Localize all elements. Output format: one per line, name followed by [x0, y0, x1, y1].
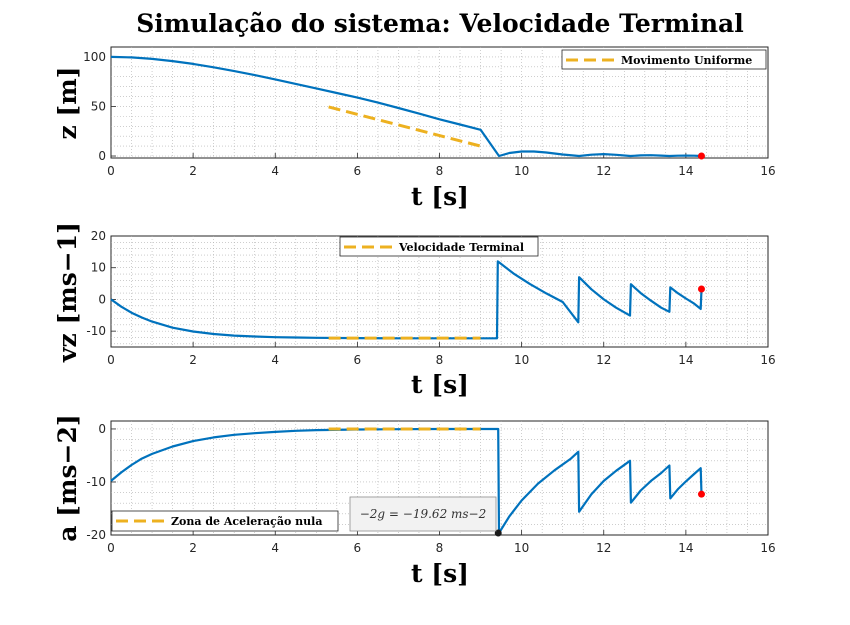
velocity-subplot: 0 2 4 6 8 10 12 14 16 -10 0 10 20 t [s] vz [ms−1] Ve…: [53, 222, 776, 399]
x-tick-label: 2: [189, 541, 197, 555]
legend: Movimento Uniforme: [561, 49, 767, 70]
x-tick-label: 4: [271, 353, 279, 367]
x-tick-label: 16: [760, 541, 775, 555]
y-axis-label-text: z [m]: [53, 66, 82, 139]
x-tick-label: 2: [189, 353, 197, 367]
y-axis-label: a [ms−2]: [53, 414, 82, 541]
x-tick-label: 0: [107, 164, 115, 178]
legend-entry: Velocidade Terminal: [398, 241, 524, 254]
x-tick-label: 0: [107, 353, 115, 367]
end-marker: [697, 490, 705, 498]
x-tick-label: 4: [271, 164, 279, 178]
y-tick-label: -20: [86, 528, 106, 542]
y-tick-label: -10: [86, 324, 106, 338]
x-tick-label: 4: [271, 541, 279, 555]
markers: [494, 490, 705, 537]
y-tick-label: 10: [91, 261, 106, 275]
x-tick-label: 6: [354, 541, 362, 555]
x-tick-label: 10: [514, 541, 529, 555]
legend-entry: Movimento Uniforme: [621, 54, 752, 67]
markers: [697, 152, 705, 160]
x-tick-label: 2: [189, 164, 197, 178]
figure-title: Simulação do sistema: Velocidade Termina…: [136, 9, 744, 38]
x-tick-label: 14: [678, 164, 693, 178]
highlight-line: [328, 105, 481, 148]
y-tick-label: 50: [91, 99, 106, 113]
y-tick-label: 100: [83, 50, 106, 64]
legend: Velocidade Terminal: [339, 236, 539, 257]
x-tick-label: 14: [678, 353, 693, 367]
legend: Zona de Aceleração nula: [111, 510, 339, 532]
x-tick-label: 16: [760, 164, 775, 178]
legend-entry: Zona de Aceleração nula: [171, 515, 322, 528]
x-tick-label: 8: [436, 541, 444, 555]
y-tick-label: -10: [86, 475, 106, 489]
data-series: [110, 260, 703, 340]
x-tick-label: 10: [514, 164, 529, 178]
data-series: [110, 55, 702, 158]
x-tick-label: 0: [107, 541, 115, 555]
x-tick-label: 12: [596, 353, 611, 367]
x-tick-label: 8: [436, 353, 444, 367]
y-axis-label: z [m]: [53, 66, 82, 139]
x-axis-label: t [s]: [411, 182, 469, 211]
y-tick-label: 0: [98, 422, 106, 436]
x-tick-label: 12: [596, 541, 611, 555]
series-line: [110, 260, 703, 340]
y-tick-label: 20: [91, 229, 106, 243]
annotation-text: −2g = −19.62 ms−2: [360, 507, 487, 521]
end-marker: [697, 285, 705, 293]
x-tick-label: 14: [678, 541, 693, 555]
x-axis-label: t [s]: [411, 370, 469, 399]
min-marker: [494, 529, 502, 537]
x-axis-label: t [s]: [411, 559, 469, 588]
markers: [697, 285, 705, 293]
end-marker: [697, 152, 705, 160]
data-series: [110, 427, 703, 535]
acceleration-subplot: 0 2 4 6 8 10 12 14 16 -20 -10 0 t [s] a [ms−2] Zona…: [53, 414, 776, 588]
tick-labels: 0 2 4 6 8 10 12 14 16 0 50 100: [83, 50, 776, 178]
series-line: [110, 55, 702, 158]
series-line: [110, 427, 703, 535]
x-tick-label: 10: [514, 353, 529, 367]
grid-lines: [111, 421, 768, 535]
min-annotation: −2g = −19.62 ms−2: [349, 496, 497, 532]
x-tick-label: 6: [354, 353, 362, 367]
position-subplot: 0 2 4 6 8 10 12 14 16 0 50 100 t [s] z [m] Moviment…: [53, 46, 776, 211]
x-tick-label: 6: [354, 164, 362, 178]
y-tick-label: 0: [98, 149, 106, 163]
tick-labels: 0 2 4 6 8 10 12 14 16 -10 0 10 20: [86, 229, 775, 367]
x-tick-label: 16: [760, 353, 775, 367]
y-tick-label: 0: [98, 292, 106, 306]
x-tick-label: 8: [436, 164, 444, 178]
x-tick-label: 12: [596, 164, 611, 178]
y-axis-label: vz [ms−1]: [53, 222, 82, 363]
